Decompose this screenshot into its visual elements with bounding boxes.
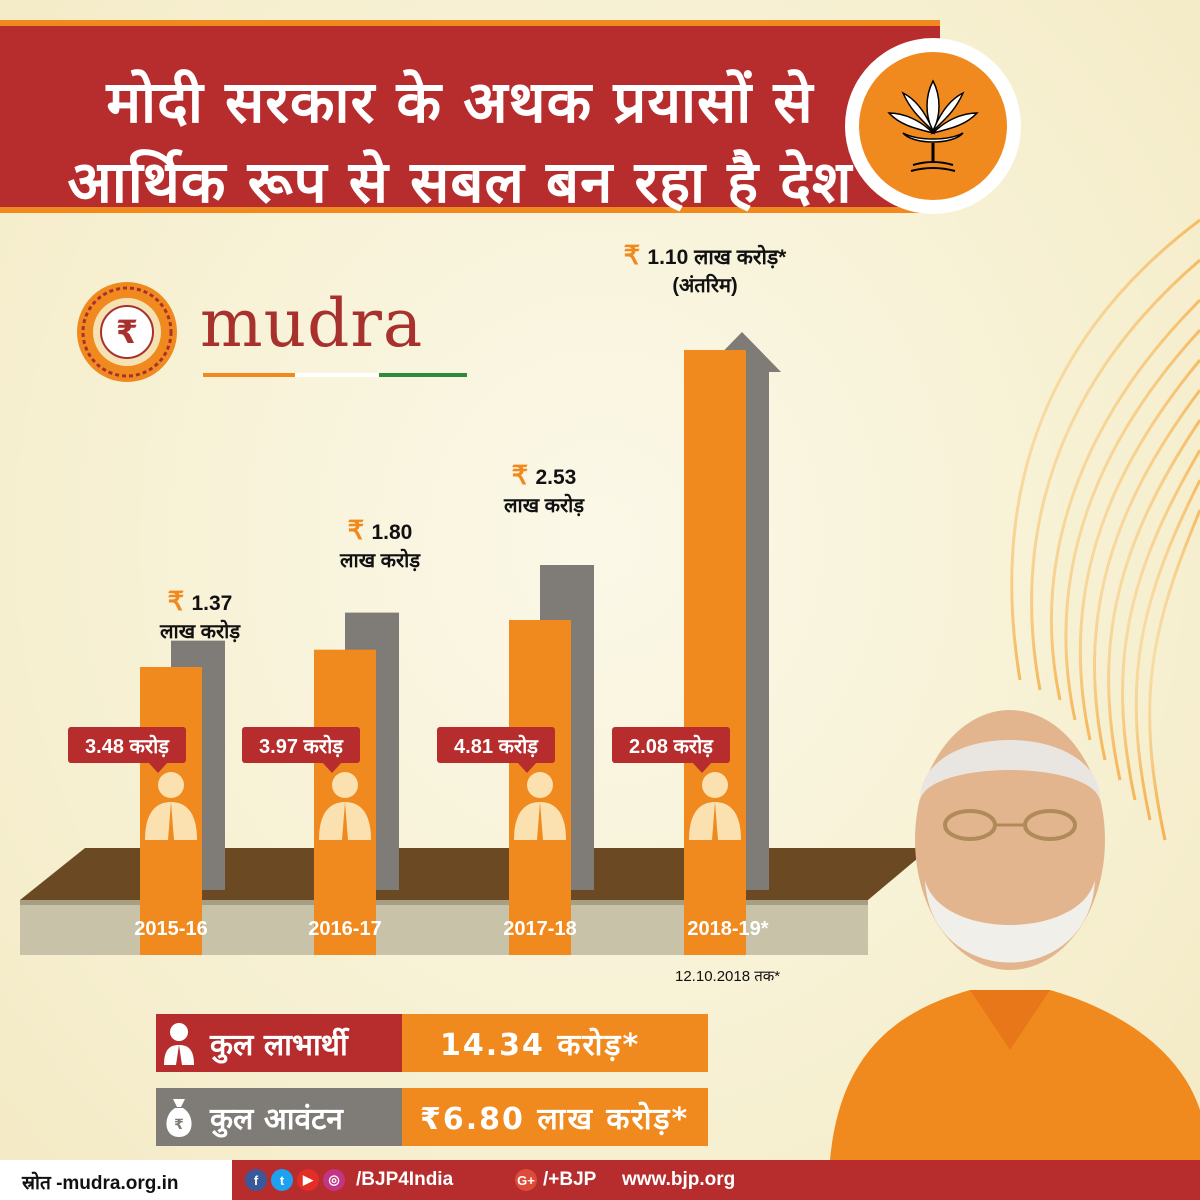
website-link[interactable]: www.bjp.org xyxy=(622,1169,736,1190)
title-banner: मोदी सरकार के अथक प्रयासों से आर्थिक रूप… xyxy=(0,20,940,216)
source-text: स्रोत -mudra.org.in xyxy=(22,1173,179,1194)
year-label: 2016-17 xyxy=(308,918,382,940)
allocation-label: ₹ 1.10 लाख करोड़* (अंतरिम) xyxy=(600,242,810,301)
title-line-2: आर्थिक रूप से सबल बन रहा है देश xyxy=(67,148,853,216)
allocation-label: ₹ 2.53 लाख करोड़ xyxy=(484,462,604,521)
tie-icon xyxy=(537,802,543,840)
svg-text:₹: ₹ xyxy=(116,313,138,351)
portrait-photo xyxy=(830,710,1200,1160)
person-icon xyxy=(527,772,553,798)
allocation-label: ₹ 1.37 लाख करोड़ xyxy=(140,588,260,647)
rupee-icon: ₹ xyxy=(347,515,372,545)
google-plus-icon[interactable]: G+ xyxy=(515,1169,537,1191)
beneficiary-bar-2018-19* xyxy=(684,350,746,955)
beneficiary-label: 2.08 करोड़ xyxy=(612,727,730,773)
tie-icon xyxy=(168,802,174,840)
rupee-icon: ₹ xyxy=(623,240,648,270)
rupee-icon: ₹ xyxy=(167,586,192,616)
money-bag-icon: ₹ xyxy=(156,1088,202,1146)
facebook-icon[interactable]: f xyxy=(245,1169,267,1191)
year-label: 2018-19* xyxy=(687,918,769,940)
svg-text:₹: ₹ xyxy=(174,1117,184,1133)
allocation-unit: लाख करोड़ xyxy=(339,550,421,572)
beneficiaries-value: 14.34 करोड़* xyxy=(440,1027,641,1063)
tie-icon xyxy=(712,802,718,840)
person-icon xyxy=(702,772,728,798)
bjp-lotus-icon xyxy=(845,38,1021,214)
mudra-logo: ₹ xyxy=(77,282,467,382)
rupee-icon: ₹ xyxy=(511,460,536,490)
person-icon xyxy=(156,1014,202,1072)
ground-edge xyxy=(20,900,868,905)
person-icon xyxy=(158,772,184,798)
allocation-label: कुल आवंटन xyxy=(210,1101,343,1137)
beneficiary-label: 4.81 करोड़ xyxy=(437,727,555,773)
beneficiary-label: 3.97 करोड़ xyxy=(242,727,360,773)
beneficiaries-label: कुल लाभार्थी xyxy=(210,1027,348,1063)
allocation-value: 1.37 xyxy=(191,592,233,615)
allocation-value: 2.53 xyxy=(535,466,577,489)
date-note: 12.10.2018 तक* xyxy=(675,968,781,985)
allocation-summary: ₹ कुल आवंटन ₹6.80 लाख करोड़* xyxy=(156,1088,708,1146)
allocation-value: ₹6.80 लाख करोड़* xyxy=(420,1101,690,1137)
title-line-1: मोदी सरकार के अथक प्रयासों से xyxy=(106,68,814,136)
allocation-value: 1.80 xyxy=(371,521,413,544)
twitter-icon[interactable]: t xyxy=(271,1169,293,1191)
beneficiary-label: 3.48 करोड़ xyxy=(68,727,186,773)
allocation-label: ₹ 1.80 लाख करोड़ xyxy=(320,517,440,576)
gplus-handle[interactable]: /+BJP xyxy=(543,1169,597,1190)
instagram-icon[interactable]: ◎ xyxy=(323,1169,345,1191)
person-icon xyxy=(332,772,358,798)
tie-icon xyxy=(342,802,348,840)
year-label: 2017-18 xyxy=(503,918,577,940)
allocation-unit: (अंतरिम) xyxy=(672,275,738,297)
year-label: 2015-16 xyxy=(134,918,208,940)
social-handle[interactable]: /BJP4India xyxy=(356,1169,454,1190)
youtube-icon[interactable]: ▶ xyxy=(297,1169,319,1191)
footer: स्रोत -mudra.org.in f t ▶ ◎ /BJP4India G… xyxy=(0,1160,1200,1200)
allocation-value: 1.10 लाख करोड़* xyxy=(647,246,787,269)
allocation-unit: लाख करोड़ xyxy=(159,621,241,643)
beneficiaries-summary: कुल लाभार्थी 14.34 करोड़* xyxy=(156,1014,708,1072)
mudra-wordmark: mudra xyxy=(200,285,424,362)
allocation-unit: लाख करोड़ xyxy=(503,495,585,517)
